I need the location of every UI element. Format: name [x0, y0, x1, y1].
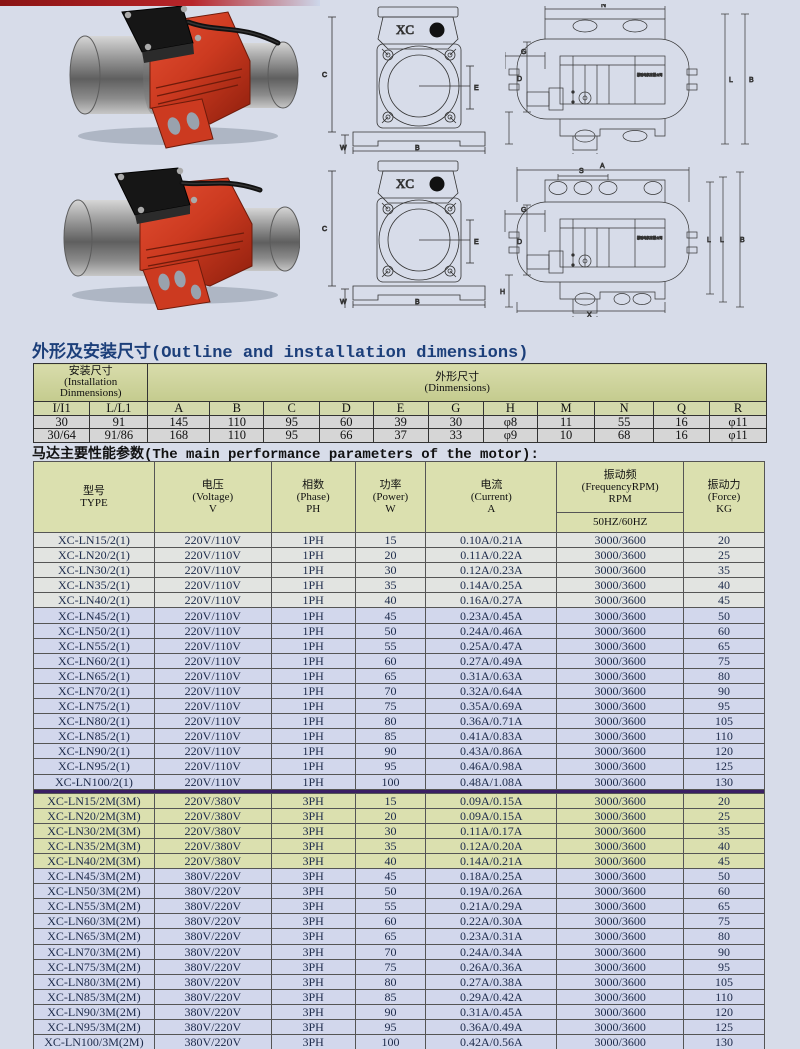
svg-text:B: B [749, 77, 754, 84]
svg-text:XC: XC [396, 176, 414, 191]
svg-text:W: W [340, 145, 347, 152]
svg-text:XC: XC [396, 22, 414, 37]
svg-text:X: X [587, 312, 592, 317]
svg-text:G: G [521, 207, 526, 214]
svg-text:S: S [579, 168, 584, 175]
svg-text:N: N [601, 4, 606, 9]
svg-text:L: L [707, 237, 711, 244]
svg-text:D: D [517, 239, 522, 246]
svg-text:L: L [729, 77, 733, 84]
svg-text:A: A [600, 163, 605, 170]
svg-text:W: W [340, 299, 347, 306]
svg-text:E: E [474, 85, 479, 92]
svg-text:B: B [740, 237, 745, 244]
svg-text:C: C [322, 72, 327, 79]
svg-text:B: B [415, 145, 420, 152]
svg-text:振动电机有限公司: 振动电机有限公司 [637, 235, 663, 240]
svg-text:H: H [500, 289, 505, 296]
svg-text:B: B [415, 299, 420, 306]
svg-text:G: G [521, 49, 526, 56]
svg-text:D: D [517, 76, 522, 83]
svg-text:C: C [322, 226, 327, 233]
svg-text:E: E [474, 239, 479, 246]
svg-text:L: L [720, 237, 724, 244]
svg-text:振动电机有限公司: 振动电机有限公司 [637, 72, 663, 77]
